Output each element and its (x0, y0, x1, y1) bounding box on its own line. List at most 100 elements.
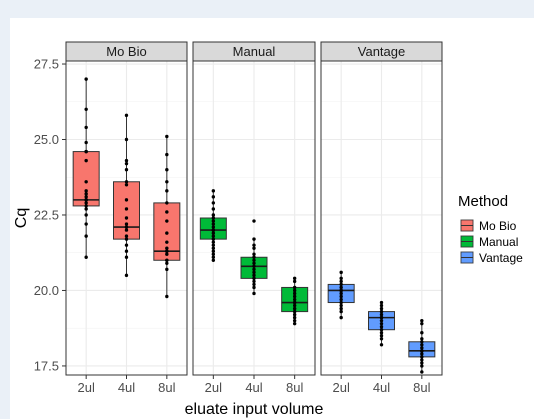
data-point (211, 252, 216, 256)
data-point (211, 195, 216, 199)
data-point (252, 291, 256, 296)
data-point (252, 252, 256, 256)
y-tick-label: 17.5 (34, 358, 59, 373)
data-point (84, 201, 88, 205)
data-point (379, 334, 384, 338)
data-point (252, 246, 256, 250)
data-point (339, 303, 343, 308)
data-point (165, 180, 169, 184)
data-point (252, 237, 256, 241)
legend-label: Mo Bio (479, 219, 517, 233)
legend-label: Vantage (479, 251, 523, 265)
data-point (124, 137, 129, 142)
x-tick-label: 2ul (332, 380, 349, 395)
data-point (252, 285, 256, 290)
data-point (292, 303, 297, 308)
data-point (124, 207, 129, 211)
data-point (292, 297, 297, 302)
data-point (124, 243, 129, 247)
x-tick-label: 2ul (77, 380, 94, 395)
data-point (84, 234, 88, 238)
data-point (379, 324, 384, 329)
data-point (339, 297, 343, 302)
data-point (124, 183, 129, 187)
data-point (379, 321, 384, 326)
x-tick-label: 8ul (413, 380, 430, 395)
data-point (252, 276, 256, 281)
box-4ul (240, 219, 268, 296)
data-point (252, 282, 256, 287)
data-point (339, 270, 343, 275)
data-point (420, 321, 424, 326)
box-8ul (153, 134, 181, 299)
data-point (211, 201, 216, 205)
data-point (379, 300, 384, 305)
data-point (211, 240, 216, 244)
data-point (252, 258, 256, 262)
data-point (84, 140, 88, 145)
data-point (339, 288, 343, 293)
data-point (292, 318, 297, 323)
data-point (420, 355, 424, 359)
data-point (124, 273, 129, 278)
data-point (165, 231, 169, 235)
data-point (379, 312, 384, 317)
data-point (124, 216, 129, 220)
data-point (339, 306, 343, 311)
legend: Method Mo Bio Manual Vantage (458, 193, 523, 265)
data-point (84, 189, 88, 193)
box-2ul (199, 189, 227, 262)
y-axis-title: Cq (13, 208, 30, 228)
data-point (84, 198, 88, 202)
facet-strip-label: Vantage (358, 44, 405, 59)
data-point (420, 318, 424, 323)
data-point (124, 228, 129, 232)
data-point (124, 249, 129, 253)
data-point (124, 113, 129, 118)
box-2ul (327, 270, 355, 320)
facet-strip-label: Manual (233, 44, 276, 59)
data-point (379, 328, 384, 332)
data-point (252, 267, 256, 272)
data-point (84, 195, 88, 199)
data-point (165, 267, 169, 272)
box-4ul (113, 113, 140, 278)
data-point (339, 309, 343, 314)
data-point (211, 228, 216, 232)
data-point (124, 225, 129, 229)
data-point (124, 237, 129, 241)
data-point (124, 158, 129, 163)
x-tick-label: 4ul (245, 380, 262, 395)
box-8ul (408, 318, 436, 374)
data-point (84, 213, 88, 217)
data-point (252, 255, 256, 259)
box-2ul (72, 77, 100, 259)
data-point (339, 279, 343, 284)
data-point (292, 279, 297, 284)
data-point (292, 306, 297, 311)
data-point (420, 340, 424, 344)
legend-title: Method (458, 193, 508, 210)
boxplot-chart: 17.5 20.0 22.5 25.0 27.5 Cq eluate input volum… (13, 41, 523, 418)
box-4ul (368, 300, 395, 347)
data-point (420, 349, 424, 353)
chart-figure: 17.5 20.0 22.5 25.0 27.5 Cq eluate input volum… (10, 18, 534, 419)
data-point (84, 77, 88, 81)
data-point (84, 149, 88, 154)
data-point (211, 258, 216, 262)
data-point (339, 285, 343, 290)
data-point (211, 255, 216, 259)
data-point (165, 249, 169, 253)
data-point (124, 161, 129, 166)
data-point (420, 331, 424, 335)
data-point (339, 315, 343, 320)
data-point (124, 180, 129, 184)
data-point (211, 213, 216, 217)
data-point (339, 291, 343, 296)
data-point (420, 361, 424, 365)
data-point (211, 207, 216, 211)
data-point (339, 294, 343, 299)
x-tick-label: 4ul (118, 380, 135, 395)
data-point (211, 243, 216, 247)
y-tick-label: 27.5 (34, 57, 59, 72)
